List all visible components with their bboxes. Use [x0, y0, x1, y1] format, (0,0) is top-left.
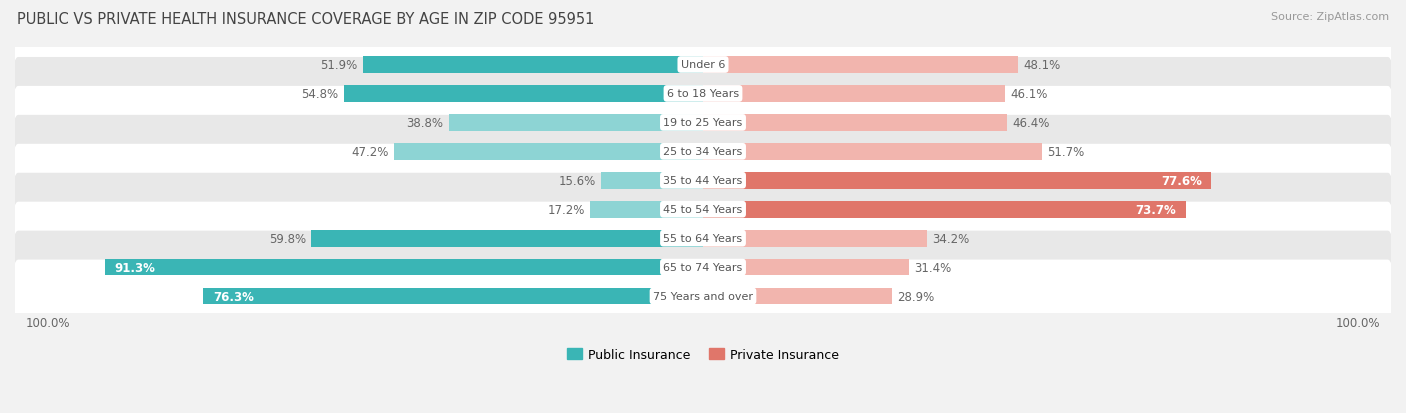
Text: 46.1%: 46.1%	[1011, 88, 1047, 101]
Bar	[703, 173, 1212, 189]
Bar	[344, 86, 703, 102]
FancyBboxPatch shape	[13, 29, 1393, 102]
FancyBboxPatch shape	[13, 145, 1393, 217]
Bar	[703, 57, 1018, 74]
Text: PUBLIC VS PRIVATE HEALTH INSURANCE COVERAGE BY AGE IN ZIP CODE 95951: PUBLIC VS PRIVATE HEALTH INSURANCE COVER…	[17, 12, 595, 27]
Bar	[449, 115, 703, 131]
Text: 65 to 74 Years: 65 to 74 Years	[664, 263, 742, 273]
Legend: Public Insurance, Private Insurance: Public Insurance, Private Insurance	[561, 343, 845, 366]
Text: 76.3%: 76.3%	[212, 290, 253, 303]
Text: 35 to 44 Years: 35 to 44 Years	[664, 176, 742, 186]
Text: 6 to 18 Years: 6 to 18 Years	[666, 89, 740, 99]
Text: Under 6: Under 6	[681, 60, 725, 70]
FancyBboxPatch shape	[13, 260, 1393, 333]
Text: 31.4%: 31.4%	[914, 261, 952, 274]
Text: 25 to 34 Years: 25 to 34 Years	[664, 147, 742, 157]
FancyBboxPatch shape	[13, 116, 1393, 188]
Text: 48.1%: 48.1%	[1024, 59, 1060, 72]
Text: 34.2%: 34.2%	[932, 232, 970, 245]
Bar	[311, 230, 703, 247]
Text: 54.8%: 54.8%	[301, 88, 339, 101]
Bar	[703, 115, 1007, 131]
Text: 46.4%: 46.4%	[1012, 116, 1050, 130]
Bar	[703, 288, 893, 305]
Text: 19 to 25 Years: 19 to 25 Years	[664, 118, 742, 128]
Bar	[394, 144, 703, 160]
Text: 17.2%: 17.2%	[548, 203, 585, 216]
FancyBboxPatch shape	[13, 87, 1393, 159]
FancyBboxPatch shape	[13, 58, 1393, 131]
Bar	[591, 201, 703, 218]
Text: 77.6%: 77.6%	[1161, 174, 1202, 188]
Text: 28.9%: 28.9%	[897, 290, 935, 303]
Bar	[363, 57, 703, 74]
Bar	[703, 230, 927, 247]
Bar	[703, 201, 1185, 218]
Text: 51.7%: 51.7%	[1047, 145, 1084, 159]
Bar	[105, 259, 703, 276]
Text: 45 to 54 Years: 45 to 54 Years	[664, 205, 742, 215]
Text: 38.8%: 38.8%	[406, 116, 443, 130]
FancyBboxPatch shape	[13, 173, 1393, 246]
Text: 73.7%: 73.7%	[1135, 203, 1175, 216]
Text: 91.3%: 91.3%	[115, 261, 156, 274]
Text: 51.9%: 51.9%	[321, 59, 357, 72]
Text: 59.8%: 59.8%	[269, 232, 307, 245]
Bar	[703, 86, 1005, 102]
Text: 55 to 64 Years: 55 to 64 Years	[664, 234, 742, 244]
Bar	[703, 144, 1042, 160]
Text: 75 Years and over: 75 Years and over	[652, 291, 754, 301]
Text: 47.2%: 47.2%	[352, 145, 388, 159]
FancyBboxPatch shape	[13, 202, 1393, 275]
FancyBboxPatch shape	[13, 231, 1393, 304]
Bar	[600, 173, 703, 189]
Bar	[703, 259, 908, 276]
Text: Source: ZipAtlas.com: Source: ZipAtlas.com	[1271, 12, 1389, 22]
Bar	[202, 288, 703, 305]
Text: 15.6%: 15.6%	[558, 174, 596, 188]
